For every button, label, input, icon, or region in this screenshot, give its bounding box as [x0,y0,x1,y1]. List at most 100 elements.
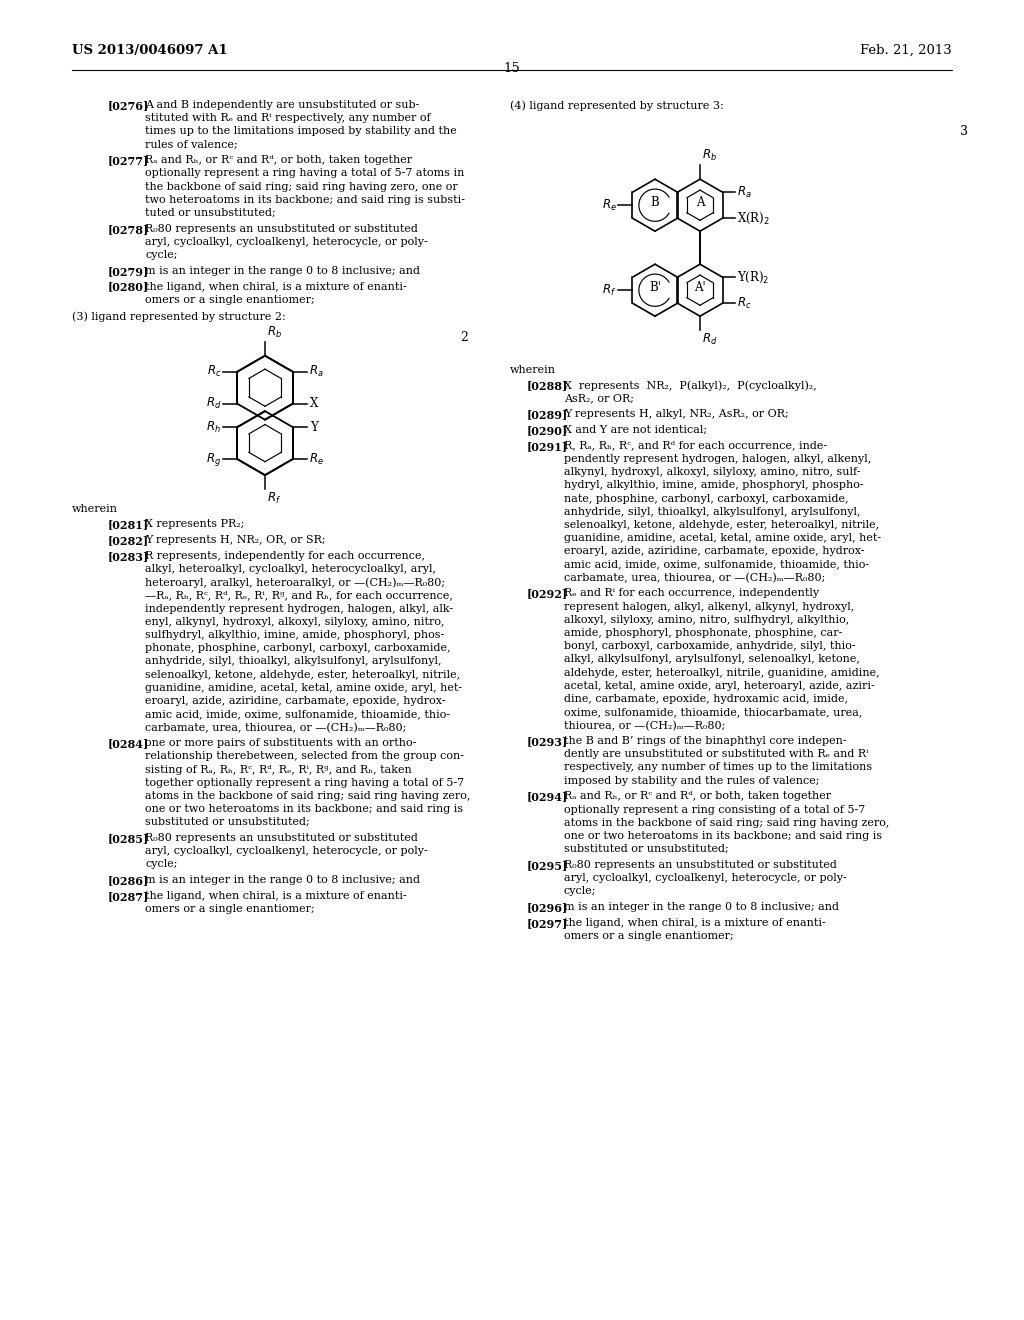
Text: cycle;: cycle; [564,886,597,896]
Text: [0287]: [0287] [108,891,150,902]
Text: tuted or unsubstituted;: tuted or unsubstituted; [145,209,275,218]
Text: $R_e$: $R_e$ [308,451,324,467]
Text: m is an integer in the range 0 to 8 inclusive; and: m is an integer in the range 0 to 8 incl… [564,902,839,912]
Text: Y represents H, alkyl, NR₂, AsR₂, or OR;: Y represents H, alkyl, NR₂, AsR₂, or OR; [564,409,788,420]
Text: R₀80 represents an unsubstituted or substituted: R₀80 represents an unsubstituted or subs… [145,833,418,843]
Text: eroaryl, azide, aziridine, carbamate, epoxide, hydrox-: eroaryl, azide, aziridine, carbamate, ep… [145,696,445,706]
Text: two heteroatoms in its backbone; and said ring is substi-: two heteroatoms in its backbone; and sai… [145,195,465,205]
Text: relationship therebetween, selected from the group con-: relationship therebetween, selected from… [145,751,464,762]
Text: $R_e$: $R_e$ [602,198,616,213]
Text: amic acid, imide, oxime, sulfonamide, thioamide, thio-: amic acid, imide, oxime, sulfonamide, th… [145,709,451,719]
Text: A: A [695,195,705,209]
Text: substituted or unsubstituted;: substituted or unsubstituted; [564,845,729,854]
Text: —Rₐ, Rₕ, Rᶜ, Rᵈ, Rₑ, Rⁱ, Rᵍ, and Rₕ, for each occurrence,: —Rₐ, Rₕ, Rᶜ, Rᵈ, Rₑ, Rⁱ, Rᵍ, and Rₕ, for… [145,590,453,601]
Text: [0282]: [0282] [108,535,150,546]
Text: $R_a$: $R_a$ [736,185,752,199]
Text: $R_h$: $R_h$ [207,420,221,434]
Text: imposed by stability and the rules of valence;: imposed by stability and the rules of va… [564,776,819,785]
Text: [0278]: [0278] [108,224,150,235]
Text: optionally represent a ring consisting of a total of 5-7: optionally represent a ring consisting o… [564,805,865,814]
Text: $R_d$: $R_d$ [206,396,221,412]
Text: selenoalkyl, ketone, aldehyde, ester, heteroalkyl, nitrile,: selenoalkyl, ketone, aldehyde, ester, he… [145,669,460,680]
Text: Feb. 21, 2013: Feb. 21, 2013 [860,44,952,57]
Text: X: X [309,397,318,411]
Text: the ligand, when chiral, is a mixture of enanti-: the ligand, when chiral, is a mixture of… [564,917,825,928]
Text: [0280]: [0280] [108,281,150,293]
Text: R₀80 represents an unsubstituted or substituted: R₀80 represents an unsubstituted or subs… [564,859,837,870]
Text: [0285]: [0285] [108,833,150,843]
Text: the ligand, when chiral, is a mixture of enanti-: the ligand, when chiral, is a mixture of… [145,281,407,292]
Text: alkynyl, hydroxyl, alkoxyl, silyloxy, amino, nitro, sulf-: alkynyl, hydroxyl, alkoxyl, silyloxy, am… [564,467,860,477]
Text: 15: 15 [504,62,520,75]
Text: dine, carbamate, epoxide, hydroxamic acid, imide,: dine, carbamate, epoxide, hydroxamic aci… [564,694,848,704]
Text: $R_g$: $R_g$ [206,450,221,467]
Text: times up to the limitations imposed by stability and the: times up to the limitations imposed by s… [145,127,457,136]
Text: one or two heteroatoms in its backbone; and said ring is: one or two heteroatoms in its backbone; … [564,832,882,841]
Text: $R_b$: $R_b$ [702,148,717,164]
Text: aryl, cycloalkyl, cycloalkenyl, heterocycle, or poly-: aryl, cycloalkyl, cycloalkenyl, heterocy… [145,238,428,247]
Text: selenoalkyl, ketone, aldehyde, ester, heteroalkyl, nitrile,: selenoalkyl, ketone, aldehyde, ester, he… [564,520,880,529]
Text: 3: 3 [961,125,968,139]
Text: [0288]: [0288] [527,380,568,392]
Text: thiourea, or —(CH₂)ₘ—R₀80;: thiourea, or —(CH₂)ₘ—R₀80; [564,721,725,731]
Text: Y: Y [309,421,317,434]
Text: Y represents H, NR₂, OR, or SR;: Y represents H, NR₂, OR, or SR; [145,535,326,545]
Text: [0283]: [0283] [108,550,150,562]
Text: stituted with Rₑ and Rⁱ respectively, any number of: stituted with Rₑ and Rⁱ respectively, an… [145,114,431,123]
Text: [0277]: [0277] [108,156,150,166]
Text: phonate, phosphine, carbonyl, carboxyl, carboxamide,: phonate, phosphine, carbonyl, carboxyl, … [145,643,451,653]
Text: represent halogen, alkyl, alkenyl, alkynyl, hydroxyl,: represent halogen, alkyl, alkenyl, alkyn… [564,602,854,611]
Text: alkyl, heteroalkyl, cycloalkyl, heterocycloalkyl, aryl,: alkyl, heteroalkyl, cycloalkyl, heterocy… [145,564,436,574]
Text: Y(R)$_2$: Y(R)$_2$ [736,269,769,285]
Text: acetal, ketal, amine oxide, aryl, heteroaryl, azide, aziri-: acetal, ketal, amine oxide, aryl, hetero… [564,681,874,690]
Text: cycle;: cycle; [145,251,177,260]
Text: sulfhydryl, alkylthio, imine, amide, phosphoryl, phos-: sulfhydryl, alkylthio, imine, amide, pho… [145,630,444,640]
Text: [0279]: [0279] [108,265,150,277]
Text: guanidine, amidine, acetal, ketal, amine oxide, aryl, het-: guanidine, amidine, acetal, ketal, amine… [564,533,881,543]
Text: R represents, independently for each occurrence,: R represents, independently for each occ… [145,550,425,561]
Text: (3) ligand represented by structure 2:: (3) ligand represented by structure 2: [72,312,286,322]
Text: alkyl, alkylsulfonyl, arylsulfonyl, selenoalkyl, ketone,: alkyl, alkylsulfonyl, arylsulfonyl, sele… [564,655,860,664]
Text: m is an integer in the range 0 to 8 inclusive; and: m is an integer in the range 0 to 8 incl… [145,875,420,886]
Text: [0297]: [0297] [527,917,568,929]
Text: independently represent hydrogen, halogen, alkyl, alk-: independently represent hydrogen, haloge… [145,603,454,614]
Text: bonyl, carboxyl, carboxamide, anhydride, silyl, thio-: bonyl, carboxyl, carboxamide, anhydride,… [564,642,856,651]
Text: guanidine, amidine, acetal, ketal, amine oxide, aryl, het-: guanidine, amidine, acetal, ketal, amine… [145,682,462,693]
Text: [0294]: [0294] [527,792,568,803]
Text: oxime, sulfonamide, thioamide, thiocarbamate, urea,: oxime, sulfonamide, thioamide, thiocarba… [564,708,862,717]
Text: anhydride, silyl, thioalkyl, alkylsulfonyl, arylsulfonyl,: anhydride, silyl, thioalkyl, alkylsulfon… [564,507,860,516]
Text: amic acid, imide, oxime, sulfonamide, thioamide, thio-: amic acid, imide, oxime, sulfonamide, th… [564,560,869,569]
Text: atoms in the backbone of said ring; said ring having zero,: atoms in the backbone of said ring; said… [564,818,890,828]
Text: the B and B’ rings of the binaphthyl core indepen-: the B and B’ rings of the binaphthyl cor… [564,737,847,746]
Text: [0281]: [0281] [108,520,150,531]
Text: one or more pairs of substituents with an ortho-: one or more pairs of substituents with a… [145,738,417,748]
Text: [0291]: [0291] [527,441,568,451]
Text: R₀80 represents an unsubstituted or substituted: R₀80 represents an unsubstituted or subs… [145,224,418,234]
Text: [0286]: [0286] [108,875,150,886]
Text: substituted or unsubstituted;: substituted or unsubstituted; [145,817,309,828]
Text: A': A' [694,281,706,294]
Text: R, Rₐ, Rₕ, Rᶜ, and Rᵈ for each occurrence, inde-: R, Rₐ, Rₕ, Rᶜ, and Rᵈ for each occurrenc… [564,441,827,450]
Text: Rₐ and Rₕ, or Rᶜ and Rᵈ, or both, taken together: Rₐ and Rₕ, or Rᶜ and Rᵈ, or both, taken … [145,156,412,165]
Text: wherein: wherein [510,366,556,375]
Text: alkoxyl, silyloxy, amino, nitro, sulfhydryl, alkylthio,: alkoxyl, silyloxy, amino, nitro, sulfhyd… [564,615,849,624]
Text: [0290]: [0290] [527,425,568,436]
Text: wherein: wherein [72,504,118,515]
Text: atoms in the backbone of said ring; said ring having zero,: atoms in the backbone of said ring; said… [145,791,470,801]
Text: sisting of Rₐ, Rₕ, Rᶜ, Rᵈ, Rₑ, Rⁱ, Rᵍ, and Rₕ, taken: sisting of Rₐ, Rₕ, Rᶜ, Rᵈ, Rₑ, Rⁱ, Rᵍ, a… [145,764,412,775]
Text: AsR₂, or OR;: AsR₂, or OR; [564,393,634,404]
Text: anhydride, silyl, thioalkyl, alkylsulfonyl, arylsulfonyl,: anhydride, silyl, thioalkyl, alkylsulfon… [145,656,441,667]
Text: $R_b$: $R_b$ [267,325,282,339]
Text: cycle;: cycle; [145,859,177,870]
Text: heteroaryl, aralkyl, heteroaralkyl, or —(CH₂)ₘ—R₀80;: heteroaryl, aralkyl, heteroaralkyl, or —… [145,577,445,587]
Text: X  represents  NR₂,  P(alkyl)₂,  P(cycloalkyl)₂,: X represents NR₂, P(alkyl)₂, P(cycloalky… [564,380,817,391]
Text: A and B independently are unsubstituted or sub-: A and B independently are unsubstituted … [145,100,420,110]
Text: $R_c$: $R_c$ [207,364,221,379]
Text: [0293]: [0293] [527,737,568,747]
Text: omers or a single enantiomer;: omers or a single enantiomer; [564,931,734,941]
Text: pendently represent hydrogen, halogen, alkyl, alkenyl,: pendently represent hydrogen, halogen, a… [564,454,871,463]
Text: together optionally represent a ring having a total of 5-7: together optionally represent a ring hav… [145,777,464,788]
Text: X represents PR₂;: X represents PR₂; [145,520,245,529]
Text: X(R)$_2$: X(R)$_2$ [736,211,769,226]
Text: X and Y are not identical;: X and Y are not identical; [564,425,708,436]
